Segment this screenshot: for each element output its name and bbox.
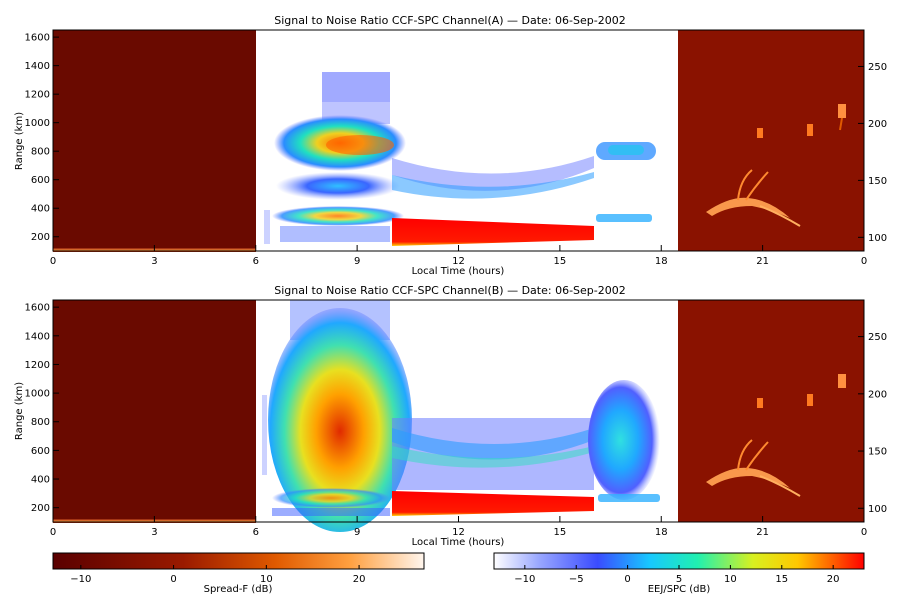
panel-b-y-tick-label: 200	[31, 503, 50, 514]
panel-a-y-tick-label: 400	[31, 204, 50, 215]
panel-a: Signal to Noise Ratio CCF-SPC Channel(A)…	[14, 14, 887, 277]
panel-a-y-tick-label: 1400	[25, 61, 50, 72]
panel-a-x-tick-label: 18	[655, 256, 668, 267]
panel-a-xlabel: Local Time (hours)	[412, 266, 505, 277]
panel-b-x-tick-label: 18	[655, 527, 668, 538]
panel-a-x-tick-label: 0	[50, 256, 56, 267]
panel-b-feature-eej	[392, 491, 594, 516]
panel-b-right-tick-label: 250	[868, 332, 887, 343]
panel-b-title: Signal to Noise Ratio CCF-SPC Channel(B)…	[274, 284, 625, 297]
panel-b-x-ticks: 0 3 6 9 12 15 18 21 0	[50, 516, 867, 538]
colorbar-tick-label: 20	[827, 574, 840, 585]
panel-a-x-tick-label: 12	[452, 256, 465, 267]
panel-b-right-tick-label: 200	[868, 389, 887, 400]
panel-b-x-tick-label: 21	[756, 527, 769, 538]
panel-b-y-tick-label: 1600	[25, 303, 50, 314]
panel-b-right-tick-label: 100	[868, 504, 887, 515]
colorbar-tick-label: 20	[353, 574, 366, 585]
panel-b: Signal to Noise Ratio CCF-SPC Channel(B)…	[14, 284, 887, 548]
panel-a-y-tick-label: 200	[31, 232, 50, 243]
panel-a-ylabel: Range (km)	[14, 112, 25, 170]
panel-b-y-tick-label: 600	[31, 446, 50, 457]
colorbar-tick-label: 10	[724, 574, 737, 585]
panel-a-eej-region	[256, 30, 678, 251]
panel-a-x-tick-label: 9	[354, 256, 360, 267]
panel-a-right-tick-label: 100	[868, 233, 887, 244]
colorbar-spreadf-label: Spread-F (dB)	[204, 584, 273, 595]
panel-b-ylabel: Range (km)	[14, 382, 25, 440]
panel-b-x-tick-label: 3	[151, 527, 157, 538]
panel-a-y-tick-label: 1200	[25, 90, 50, 101]
panel-a-x-tick-label: 6	[253, 256, 259, 267]
panel-b-y-ticks: 200 400 600 800 1000 1200 1400 1600	[25, 303, 59, 514]
panel-b-y-tick-label: 400	[31, 475, 50, 486]
colorbar-tick-label: 10	[260, 574, 273, 585]
panel-b-y-tick-label: 1400	[25, 331, 50, 342]
colorbar-tick-label: −10	[70, 574, 91, 585]
panel-b-x-tick-label: 15	[554, 527, 567, 538]
panel-a-right-tick-label: 250	[868, 62, 887, 73]
panel-a-right-tick-label: 150	[868, 176, 887, 187]
colorbar-spreadf: −10 0 10 20 Spread-F (dB)	[52, 552, 425, 595]
panel-a-y-tick-label: 800	[31, 147, 50, 158]
panel-a-y-ticks: 200 400 600 800 1000 1200 1400 1600	[25, 33, 59, 243]
panel-a-spreadf-left	[53, 30, 256, 251]
panel-a-x-tick-label: 21	[756, 256, 769, 267]
panel-b-y-tick-label: 1000	[25, 389, 50, 400]
colorbar-tick-label: −10	[514, 574, 535, 585]
panel-b-spreadf-right	[678, 300, 864, 522]
panel-b-eej-region	[256, 300, 678, 532]
colorbar-tick-label: 15	[775, 574, 788, 585]
panel-a-x-tick-label: 15	[554, 256, 567, 267]
panel-a-y-tick-label: 1000	[25, 118, 50, 129]
panel-b-right-ticks: 100 150 200 250	[858, 332, 887, 515]
colorbar-tick-label: −5	[569, 574, 584, 585]
panel-a-feature-eej	[392, 218, 594, 246]
panel-b-x-tick-label: 6	[253, 527, 259, 538]
colorbar-eej-label: EEJ/SPC (dB)	[648, 584, 711, 595]
panel-b-spreadf-left	[53, 300, 256, 522]
panel-b-feature-f-layer	[268, 308, 412, 532]
panel-a-x-tick-label: 0	[861, 256, 867, 267]
panel-b-x-tick-label: 12	[452, 527, 465, 538]
panel-a-y-tick-label: 1600	[25, 33, 50, 44]
panel-a-y-tick-label: 600	[31, 175, 50, 186]
panel-a-x-tick-label: 3	[151, 256, 157, 267]
colorbar-tick-label: 0	[170, 574, 176, 585]
panel-a-spreadf-right	[678, 30, 864, 251]
panel-b-x-tick-label: 0	[861, 527, 867, 538]
panel-b-y-tick-label: 800	[31, 417, 50, 428]
panel-b-x-tick-label: 0	[50, 527, 56, 538]
panel-a-title: Signal to Noise Ratio CCF-SPC Channel(A)…	[274, 14, 625, 27]
panel-b-y-tick-label: 1200	[25, 360, 50, 371]
panel-a-right-tick-label: 200	[868, 119, 887, 130]
colorbar-tick-label: 0	[624, 574, 630, 585]
panel-a-x-ticks: 0 3 6 9 12 15 18 21 0	[50, 245, 867, 267]
panel-b-xlabel: Local Time (hours)	[412, 537, 505, 548]
panel-a-right-ticks: 100 150 200 250	[858, 62, 887, 244]
panel-b-x-tick-label: 9	[354, 527, 360, 538]
panel-b-right-tick-label: 150	[868, 447, 887, 458]
colorbar-eej: −10 −5 0 5 10 15 20 EEJ/SPC (dB)	[493, 552, 865, 595]
colorbar-tick-label: 5	[676, 574, 682, 585]
